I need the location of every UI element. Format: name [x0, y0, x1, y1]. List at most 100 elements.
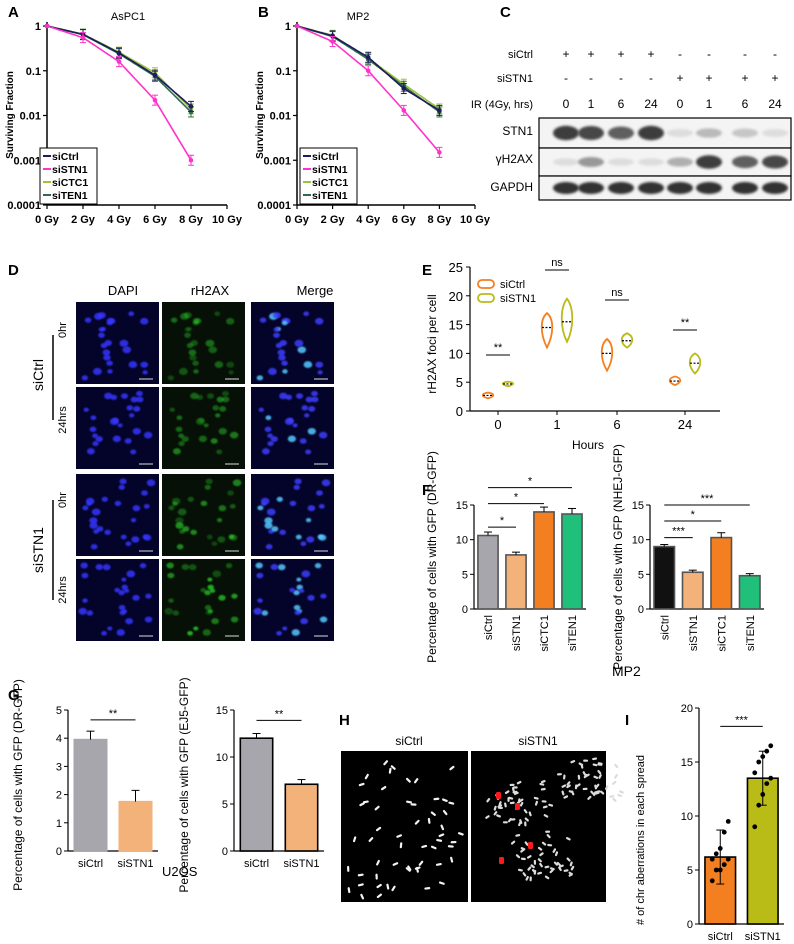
panel-i-ylabel: # of chr aberrations in each spread	[635, 755, 647, 925]
chromosome	[563, 774, 566, 780]
micro-nucleus	[300, 541, 307, 547]
y-tick-label: 0	[638, 604, 644, 616]
data-point-siSTN1	[764, 748, 770, 754]
chromosome	[583, 759, 589, 762]
chromosome	[383, 760, 389, 766]
micro-nucleus	[112, 435, 121, 443]
blot-band-gapdh	[553, 182, 579, 194]
micro-nucleus	[316, 490, 323, 496]
chromosome	[486, 798, 491, 803]
blot-sign-sistn1: -	[649, 71, 653, 85]
micro-nucleus	[104, 529, 111, 535]
micro-nucleus	[126, 570, 136, 578]
y-tick-label: 0.0001	[257, 200, 291, 212]
chromosome	[540, 787, 546, 791]
chromosome	[507, 797, 510, 803]
micro-nucleus	[205, 610, 212, 616]
chromosome	[566, 781, 571, 786]
sig-label: *	[691, 509, 696, 521]
chromosome	[396, 834, 403, 838]
micro-nucleus	[170, 317, 178, 323]
bar-siCtrl	[477, 534, 499, 610]
micro-image	[76, 559, 159, 641]
micro-nucleus	[215, 413, 221, 418]
micro-nucleus	[182, 526, 190, 532]
chromosome	[617, 793, 623, 798]
micro-nucleus	[289, 587, 296, 593]
chromosome	[614, 774, 618, 779]
blot-timepoint: 1	[588, 97, 595, 111]
micro-nucleus	[186, 342, 194, 349]
chromosome	[421, 844, 428, 849]
micro-nucleus	[305, 518, 312, 523]
micro-nucleus	[294, 610, 301, 616]
micro-nucleus	[303, 311, 310, 317]
panel-a-title: AsPC1	[111, 11, 145, 23]
chromosome	[424, 887, 431, 890]
chromosome	[524, 841, 529, 846]
micro-nucleus	[207, 577, 213, 582]
micro-nucleus	[89, 426, 97, 432]
chromosome	[597, 762, 603, 765]
chromosome	[447, 845, 454, 848]
blot-band-stn1	[608, 126, 634, 140]
point-siSTN1	[330, 39, 335, 44]
chromosome	[541, 841, 547, 846]
micro-nucleus	[102, 349, 111, 356]
micro-nucleus	[106, 320, 113, 326]
x-tick-label: 2 Gy	[321, 214, 346, 226]
micro-nucleus	[305, 396, 313, 403]
point-siSTN1	[294, 23, 300, 29]
panel-e-xlabel: Hours	[572, 438, 604, 452]
sig-label: ***	[672, 526, 686, 538]
micro-nucleus	[281, 360, 288, 366]
chromosome	[414, 819, 420, 825]
panel-b-curves	[294, 23, 443, 158]
micro-nucleus	[121, 393, 129, 399]
y-tick-label: 4	[56, 733, 62, 745]
y-tick-label: 10	[632, 535, 644, 547]
chromosome-aberration	[496, 792, 501, 799]
spread-chromosomes	[346, 757, 624, 900]
micro-nucleus	[296, 393, 304, 399]
chromosome	[436, 839, 443, 842]
chromosome	[364, 773, 369, 780]
micro-nucleus	[311, 390, 318, 397]
micro-nucleus	[124, 438, 132, 444]
micro-nucleus	[207, 584, 214, 590]
point-siCtrl	[152, 72, 158, 78]
micro-nucleus	[110, 394, 118, 400]
bar-siTEN1	[561, 513, 583, 610]
data-point-siCtrl	[713, 851, 719, 857]
chromosome	[510, 840, 516, 845]
micro-nucleus	[259, 317, 267, 323]
micro-nucleus	[304, 413, 310, 418]
micro-nucleus	[264, 517, 273, 524]
chromosome	[556, 861, 561, 867]
micro-group-sictrl: siCtrl	[30, 359, 46, 391]
blot-lane-labels: + + + + - - - - - - - - + + + +0 1 6 24 0 1 6 24	[562, 47, 782, 111]
panel-b-ylabel: Surviving Fraction	[255, 71, 266, 159]
micro-nucleus	[276, 496, 283, 502]
blot-timepoint: 6	[618, 97, 625, 111]
micro-nucleus	[181, 563, 190, 571]
y-tick-label: 20	[681, 703, 693, 715]
panel-e-ylabel: rH2AX foci per cell	[425, 294, 439, 393]
chromosome	[566, 784, 571, 789]
chromosome	[544, 875, 550, 880]
micro-nucleus	[121, 577, 127, 582]
chromosome	[520, 847, 526, 851]
sig-label: ns	[611, 287, 623, 299]
sig-label: **	[275, 708, 284, 720]
chromosome	[375, 873, 378, 880]
micro-nucleus	[229, 431, 239, 439]
micro-nucleus	[97, 312, 106, 319]
point-siCtrl	[330, 33, 335, 39]
micro-nucleus	[188, 349, 197, 356]
chromosome	[549, 867, 555, 871]
chromosome	[568, 872, 573, 877]
chromosome	[533, 859, 537, 865]
micro-nucleus	[114, 587, 121, 593]
micro-nucleus	[100, 342, 108, 349]
y-tick-label: 0	[222, 846, 228, 858]
